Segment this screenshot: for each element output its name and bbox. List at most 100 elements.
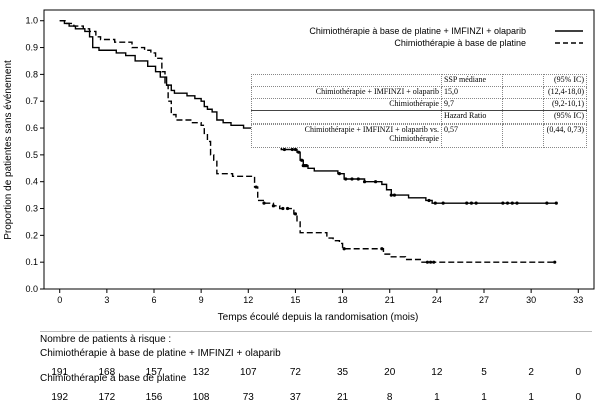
risk-count: 191	[51, 367, 69, 378]
censor-mark	[392, 193, 397, 197]
censor-mark	[425, 260, 430, 264]
censor-mark	[356, 177, 360, 181]
table-row: Hazard Ratio (95% IC)	[251, 110, 587, 124]
legend-label-chemo: Chimiothérapie à base de platine	[394, 38, 526, 48]
risk-count: 2	[528, 367, 534, 378]
x-tick-label: 3	[104, 295, 109, 305]
risk-count: 132	[192, 367, 210, 378]
risk-table-divider	[40, 331, 592, 332]
y-tick-label: 0.3	[25, 204, 38, 214]
censor-mark	[505, 201, 510, 205]
x-tick-label: 9	[199, 295, 204, 305]
table-row: Chimiothérapie + IMFINZI + olaparib vs. …	[251, 123, 587, 149]
censor-mark	[293, 147, 298, 152]
y-tick-label: 0.9	[25, 43, 38, 53]
censor-mark	[389, 193, 393, 197]
censor-mark	[271, 204, 276, 208]
y-tick-label: 0.4	[25, 177, 38, 187]
x-tick-label: 27	[479, 295, 489, 305]
x-tick-label: 33	[573, 295, 583, 305]
risk-count: 73	[242, 392, 254, 403]
censor-mark	[285, 206, 290, 211]
censor-mark	[300, 158, 304, 162]
risk-count: 21	[337, 392, 349, 403]
censor-mark	[553, 260, 557, 264]
x-tick-label: 18	[338, 295, 348, 305]
km-chart: 0 3 6 9 12 15 18 21 24 27 30 33 0.0 0.1 0.2 0.3 0.4 0.5 0.…	[3, 9, 595, 323]
x-tick-label: 15	[290, 295, 300, 305]
censor-mark	[296, 150, 301, 154]
censor-mark	[427, 198, 431, 203]
risk-count: 168	[98, 367, 116, 378]
risk-count: 1	[481, 392, 487, 403]
censor-mark	[474, 201, 478, 205]
censor-mark	[380, 247, 384, 251]
risk-count: 5	[481, 367, 487, 378]
censor-mark	[344, 177, 348, 181]
censor-mark	[290, 147, 294, 152]
risk-count: 0	[575, 392, 582, 403]
risk-group-label: Chimiothérapie à base de platine	[40, 373, 187, 384]
axes: 0 3 6 9 12 15 18 21 24 27 30 33 0.0 0.1 0.2 0.3 0.4 0.5 0.…	[25, 9, 595, 305]
risk-count: 1	[434, 392, 440, 403]
censor-mark	[342, 247, 346, 251]
risk-count: 35	[337, 367, 349, 378]
y-tick-label: 0.2	[25, 230, 38, 240]
x-tick-label: 12	[243, 295, 253, 305]
censor-mark	[554, 201, 558, 205]
censor-mark	[362, 180, 367, 184]
risk-count: 8	[386, 392, 393, 403]
table-row: Chimiothérapie 9,7 (9,2-10,1)	[251, 98, 587, 112]
survival-curves	[59, 20, 558, 264]
censor-mark	[441, 201, 445, 205]
y-tick-label: 0.6	[25, 123, 38, 133]
censor-mark	[262, 201, 266, 205]
censor-mark	[465, 201, 469, 205]
curve-chemo	[59, 20, 555, 263]
pfs-summary-table: SSP médiane (95% IC) Chimiothérapie + IM…	[251, 73, 587, 149]
risk-count: 192	[51, 392, 69, 403]
censor-mark	[469, 201, 474, 205]
legend: Chimiothérapie à base de platine + IMFIN…	[309, 26, 583, 48]
risk-count: 108	[192, 392, 210, 403]
censor-mark	[373, 180, 378, 184]
risk-count: 157	[145, 367, 163, 378]
censor-mark	[281, 206, 285, 211]
censor-mark	[254, 185, 258, 189]
risk-group-label: Chimiothérapie à base de platine + IMFIN…	[40, 348, 281, 359]
y-axis-label: Proportion de patientes sans événement	[3, 60, 14, 240]
risk-count: 107	[239, 367, 257, 378]
risk-count: 20	[384, 367, 396, 378]
censor-mark	[337, 172, 342, 176]
censor-mark	[501, 201, 505, 205]
curve-combo	[59, 20, 557, 204]
y-tick-label: 0.7	[25, 96, 38, 106]
risk-count: 1	[528, 392, 534, 403]
risk-count: 0	[575, 367, 582, 378]
censor-mark	[282, 147, 287, 152]
censor-mark	[433, 201, 437, 205]
plot-frame	[43, 9, 595, 290]
legend-label-combo: Chimiothérapie à base de platine + IMFIN…	[309, 26, 526, 36]
table-row: SSP médiane (95% IC)	[251, 73, 587, 88]
risk-count: 37	[289, 392, 301, 403]
x-tick-label: 0	[57, 295, 62, 305]
y-tick-label: 0.5	[25, 150, 38, 160]
risk-count: 12	[431, 367, 443, 378]
y-tick-label: 0.1	[25, 257, 38, 267]
censor-mark	[428, 260, 433, 264]
table-row: Chimiothérapie + IMFINZI + olaparib 15,0…	[251, 86, 587, 100]
x-tick-label: 6	[151, 295, 156, 305]
censor-mark	[510, 201, 514, 205]
censor-mark	[545, 201, 549, 205]
censor-mark	[293, 212, 298, 216]
table-row	[251, 122, 587, 125]
x-tick-label: 21	[385, 295, 395, 305]
censor-mark	[432, 260, 436, 264]
censor-mark	[304, 163, 309, 168]
x-tick-label: 30	[526, 295, 536, 305]
risk-count: 156	[145, 392, 163, 403]
x-axis-label: Temps écoulé depuis la randomisation (mo…	[218, 312, 419, 323]
x-tick-label: 24	[432, 295, 442, 305]
risk-count: 172	[98, 392, 116, 403]
